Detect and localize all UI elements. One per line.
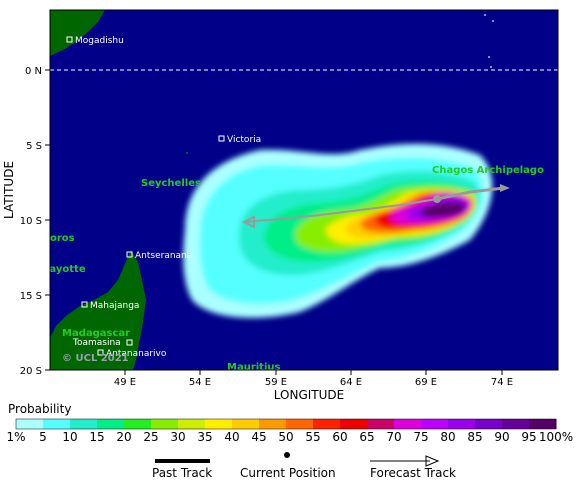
colorbar-scale-label: 35 [197, 430, 213, 444]
colorbar-segment [448, 419, 476, 429]
region-label-mayotte: layotte [46, 264, 86, 275]
colorbar-scale-label: 60 [332, 430, 348, 444]
region-label-mauritius: Mauritius [227, 362, 281, 373]
colorbar-scale-label: 30 [170, 430, 186, 444]
place-label-toamasina: Toamasina [72, 338, 121, 348]
y-tick-label: 5 S [26, 141, 42, 152]
colorbar-segment [313, 419, 341, 429]
colorbar-segment [97, 419, 125, 429]
y-tick-label: 20 S [20, 366, 42, 377]
colorbar-scale-label: 100% [538, 430, 574, 444]
place-label-antananarivo: Antananarivo [106, 349, 167, 359]
colorbar-segment [286, 419, 314, 429]
x-axis-title: LONGITUDE [274, 388, 344, 402]
colorbar-scale-label: 5 [39, 430, 47, 444]
legend-forecast-arrowhead-icon [425, 455, 440, 467]
y-tick-label: 0 N [25, 66, 42, 77]
island [488, 56, 490, 58]
legend-forecast-track-label: Forecast Track [370, 466, 456, 480]
colorbar-scale-label: 55 [305, 430, 321, 444]
y-tick-label: 10 S [20, 216, 42, 227]
colorbar-segment [205, 419, 233, 429]
colorbar-scale-label: 85 [467, 430, 483, 444]
x-tick-label: 54 E [189, 377, 211, 388]
region-label-seychelles: Seychelles [141, 178, 201, 189]
colorbar-segment [421, 419, 449, 429]
place-label-mogadishu: Mogadishu [75, 36, 124, 46]
legend-past-track-label: Past Track [152, 466, 213, 480]
colorbar-scale-label: 15 [89, 430, 105, 444]
square-marker-icon [126, 339, 133, 346]
legend-title: Probability [8, 402, 72, 416]
past-track-arrow-icon [500, 184, 510, 192]
x-tick-label: 59 E [265, 377, 287, 388]
x-tick-label: 64 E [340, 377, 362, 388]
colorbar-scale-label: 80 [440, 430, 456, 444]
colorbar-segment [259, 419, 287, 429]
colorbar-segment [502, 419, 530, 429]
colorbar-scale-label: 1% [6, 430, 26, 444]
legend-current-position-label: Current Position [240, 466, 336, 480]
colorbar-scale-label: 70 [386, 430, 402, 444]
probability-swath [183, 143, 493, 318]
island [490, 66, 492, 68]
square-marker-icon [126, 251, 133, 258]
x-axis: 49 E 54 E 59 E 64 E 69 E 74 E [114, 370, 513, 388]
forecast-arrowhead-icon [241, 215, 255, 229]
colorbar-segment [178, 419, 206, 429]
place-label-victoria: Victoria [227, 135, 261, 145]
colorbar-segment [43, 419, 71, 429]
region-label-madagascar: Madagascar [62, 328, 130, 339]
colorbar-segment [124, 419, 152, 429]
colorbar-segment [340, 419, 368, 429]
plot-frame [49, 9, 559, 371]
place-label-mahajanga: Mahajanga [90, 301, 139, 311]
colorbar-segment [232, 419, 260, 429]
past-track-line [436, 186, 505, 201]
colorbar-scale-label: 45 [251, 430, 267, 444]
colorbar-segment [151, 419, 179, 429]
square-marker-icon [81, 301, 88, 308]
y-axis-title: LATITUDE [2, 161, 16, 219]
colorbar-scale-label: 75 [413, 430, 429, 444]
colorbar-scale-label: 95 [521, 430, 537, 444]
land-madagascar [50, 250, 146, 370]
colorbar-scale-label: 20 [116, 430, 132, 444]
square-marker-icon [218, 135, 225, 142]
region-label-comoros: oros [50, 233, 75, 244]
x-tick-label: 74 E [491, 377, 513, 388]
colorbar-frame [15, 418, 557, 430]
colorbar-segment [16, 419, 44, 429]
colorbar-segment [70, 419, 98, 429]
colorbar-segment [367, 419, 395, 429]
square-marker-icon [66, 36, 73, 43]
colorbar-segment [475, 419, 503, 429]
colorbar-scale-label: 25 [143, 430, 159, 444]
x-tick-label: 69 E [415, 377, 437, 388]
current-position-marker [433, 195, 441, 203]
square-marker-icon [97, 349, 104, 356]
y-axis: 0 N 5 S 10 S 15 S 20 S [20, 66, 50, 377]
colorbar-scale-label: 65 [359, 430, 375, 444]
island [186, 152, 188, 154]
x-tick-label: 49 E [114, 377, 136, 388]
island [492, 20, 494, 22]
colorbar-scale-label: 10 [62, 430, 78, 444]
colorbar-scale-label: 40 [224, 430, 240, 444]
colorbar-segment [394, 419, 422, 429]
forecast-track-line [243, 198, 438, 223]
region-label-chagos: Chagos Archipelago [432, 165, 544, 176]
colorbar-segment [529, 419, 557, 429]
place-label-antseranana: Antseranana [135, 251, 192, 261]
colorbar-scale-label: 50 [278, 430, 294, 444]
legend-current-position-icon [284, 452, 290, 458]
island [484, 14, 486, 16]
y-tick-label: 15 S [20, 291, 42, 302]
probability-colorbar [16, 419, 557, 429]
land-somalia [50, 10, 105, 56]
colorbar-scale-label: 90 [494, 430, 510, 444]
credit-label: © UCL 2021 [62, 353, 129, 364]
